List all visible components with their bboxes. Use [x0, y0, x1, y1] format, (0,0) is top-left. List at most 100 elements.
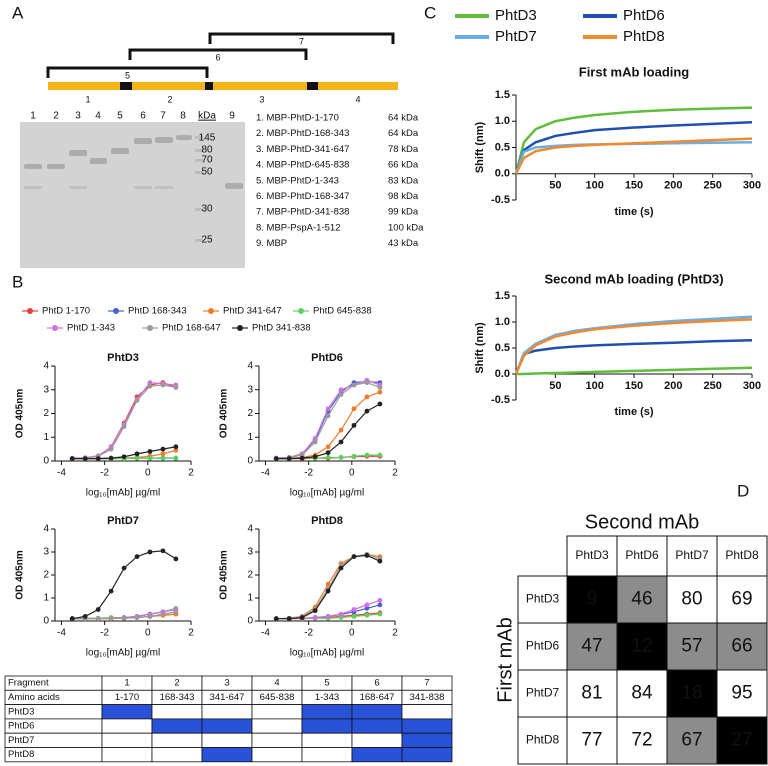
table-amino-acids: 1-170 — [115, 692, 139, 703]
table-cell — [301, 704, 353, 720]
data-point — [160, 446, 166, 452]
matrix-cell — [616, 716, 668, 765]
data-point — [338, 427, 344, 433]
data-point — [364, 605, 370, 611]
linker — [307, 82, 318, 90]
table-cell — [351, 747, 403, 763]
construct-name: 5. MBP-PhtD-1-343 — [256, 175, 339, 186]
data-point — [134, 554, 140, 559]
table-cell — [151, 747, 203, 763]
construct-name: 9. MBP — [256, 238, 287, 249]
legend-label: PhtD 645-838 — [313, 306, 372, 317]
table-row-label: PhtD8 — [8, 749, 34, 760]
data-point — [351, 614, 357, 619]
y-tick-label: 0.5 — [495, 141, 510, 153]
data-point — [377, 452, 383, 458]
x-tick-label: -2 — [304, 628, 313, 639]
table-header: 5 — [324, 678, 329, 689]
series-line — [514, 318, 753, 375]
matrix-column-label: PhtD8 — [725, 548, 759, 562]
x-axis-label: time (s) — [614, 406, 653, 418]
matrix-value: 69 — [731, 589, 752, 610]
y-tick-label: 4 — [247, 361, 253, 372]
data-point — [173, 447, 179, 453]
lane-label: 7 — [160, 111, 166, 122]
y-axis-label: Shift (nm) — [474, 322, 486, 374]
x-tick-label: 0 — [349, 628, 355, 639]
data-point — [147, 614, 153, 619]
y-tick-label: 4 — [247, 524, 253, 535]
table-amino-acids: 645-838 — [260, 692, 295, 703]
legend-label: PhtD6 — [623, 7, 665, 24]
chart-title: PhtD7 — [107, 515, 139, 527]
x-tick-label: 0 — [145, 628, 151, 639]
data-point — [325, 455, 331, 460]
y-tick-label: 4 — [43, 361, 49, 372]
domain-label: 4 — [355, 94, 360, 104]
data-point — [121, 454, 127, 460]
fragment-label: 5 — [125, 70, 130, 80]
marker-label: 50 — [201, 167, 213, 178]
x-tick-label: -2 — [100, 468, 109, 479]
marker-label: 70 — [201, 155, 213, 166]
table-cell — [401, 747, 453, 763]
construct-name: 2. MBP-PhtD-168-343 — [256, 128, 349, 139]
table-cell — [251, 718, 303, 734]
table-cell — [401, 732, 453, 748]
data-point — [351, 422, 357, 428]
table-header: 1 — [124, 678, 129, 689]
x-axis-label: log₁₀[mAb] µg/ml — [86, 488, 160, 499]
legend-label: PhtD 168-343 — [128, 306, 187, 317]
x-tick-label: 50 — [549, 180, 561, 192]
legend-marker — [113, 308, 119, 314]
matrix-cell — [666, 716, 718, 765]
data-point — [160, 611, 166, 617]
data-point — [351, 453, 357, 459]
fragment-bracket — [46, 66, 209, 78]
series-line — [514, 106, 753, 175]
matrix-cell — [616, 622, 668, 671]
domain-label: 2 — [167, 94, 172, 104]
matrix-cell — [616, 669, 668, 718]
table-amino-acids: 168-343 — [160, 692, 195, 703]
data-point — [377, 602, 383, 608]
y-tick-label: 1.5 — [495, 89, 510, 101]
matrix-row-label: PhtD6 — [526, 639, 560, 653]
legend-label: PhtD 1-343 — [67, 323, 115, 334]
series-line — [514, 338, 753, 375]
legend-label: PhtD8 — [623, 28, 665, 45]
data-point — [121, 565, 127, 571]
table-cell — [201, 704, 253, 720]
x-tick-label: 250 — [703, 180, 721, 192]
y-axis-label: OD 405nm — [219, 550, 230, 600]
x-tick-label: 250 — [703, 380, 721, 392]
matrix-header-cell — [716, 535, 768, 577]
x-tick-label: -2 — [304, 468, 313, 479]
y-tick-label: 2 — [43, 570, 49, 581]
y-tick-label: 1 — [247, 432, 253, 443]
table-cell — [201, 732, 253, 748]
matrix-value: 81 — [581, 683, 602, 704]
data-point — [173, 455, 179, 461]
lane-label: 6 — [140, 111, 146, 122]
y-tick-label: 4 — [43, 524, 49, 535]
y-tick-label: 2 — [247, 408, 253, 419]
table-cell — [151, 732, 203, 748]
chart-title: PhtD8 — [311, 515, 343, 527]
data-point — [338, 615, 344, 620]
table-header: Fragment — [8, 678, 49, 689]
matrix-value: 12 — [631, 636, 652, 657]
matrix-header-cell — [616, 535, 668, 577]
data-point — [338, 565, 344, 571]
matrix-value: 95 — [731, 683, 752, 704]
data-point — [325, 581, 331, 587]
data-point — [173, 384, 179, 390]
data-point — [299, 455, 305, 461]
gel-bands — [24, 135, 243, 189]
panel-label: C — [424, 3, 436, 22]
linker — [205, 82, 213, 90]
table-amino-acids: 168-647 — [360, 692, 395, 703]
matrix-row-header — [517, 622, 568, 671]
data-point — [108, 455, 114, 461]
